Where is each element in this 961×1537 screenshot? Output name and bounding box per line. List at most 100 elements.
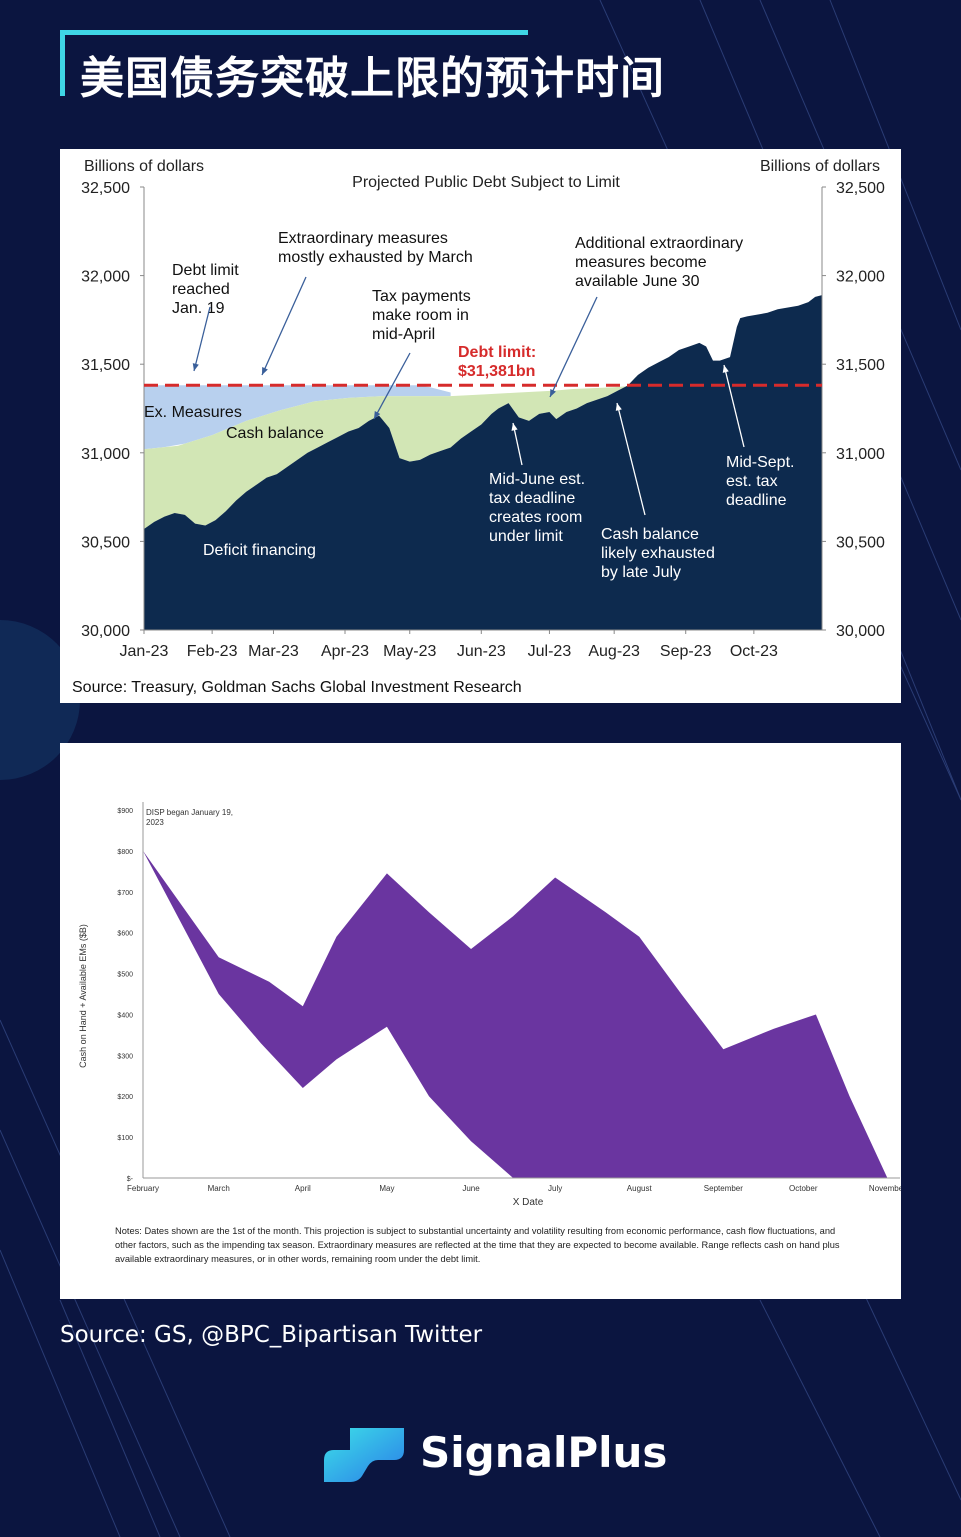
x-tick-label: November bbox=[869, 1184, 901, 1193]
y-axis-label-left: Billions of dollars bbox=[84, 158, 204, 175]
annotation-arrowhead bbox=[262, 367, 268, 375]
x-tick-label: Feb-23 bbox=[187, 643, 238, 660]
annotation-text: Debt limit reached Jan. 19 bbox=[172, 262, 239, 317]
y-tick-label-right: 31,500 bbox=[836, 357, 885, 374]
annotation-arrow bbox=[616, 402, 646, 516]
cash-range-chart: $- $100 $200 $300 $400 $500 $600 $700 $800 $900 Fe… bbox=[78, 802, 906, 1264]
x-tick-label: July bbox=[548, 1184, 562, 1193]
background-line bbox=[0, 1249, 121, 1537]
annotation-text: Mid-June est. tax deadline creates room und… bbox=[489, 471, 585, 545]
y-tick-label-right: 32,000 bbox=[836, 269, 885, 286]
cash-range-area bbox=[143, 850, 888, 1178]
x-tick-label: April bbox=[295, 1184, 311, 1193]
annotation-arrow bbox=[261, 276, 307, 376]
y-tick-label-left: 31,000 bbox=[81, 446, 130, 463]
y-tick-label: $- bbox=[127, 1176, 134, 1183]
brand-logo: SignalPlus bbox=[322, 1420, 667, 1490]
chart-notes-line: available extraordinary measures, or in … bbox=[115, 1254, 480, 1264]
annotation-arrow bbox=[549, 296, 598, 398]
y-axis-label: Cash on Hand + Available EMs ($B) bbox=[78, 924, 88, 1068]
annotation-text-line: reached bbox=[172, 281, 230, 298]
x-tick-label: February bbox=[127, 1184, 159, 1193]
y-tick-label-right: 31,000 bbox=[836, 446, 885, 463]
annotation-text-line: Debt limit bbox=[172, 262, 239, 279]
y-tick-label-right: 32,500 bbox=[836, 180, 885, 197]
cash-range-chart-panel: $- $100 $200 $300 $400 $500 $600 $700 $800 $900 Fe… bbox=[60, 743, 906, 1299]
annotation-text: Mid-Sept. est. tax deadline bbox=[726, 454, 794, 509]
background-line bbox=[759, 1299, 881, 1537]
title-accent-bar bbox=[60, 30, 528, 35]
background-line bbox=[59, 1299, 161, 1537]
annotation-text-line: tax deadline bbox=[489, 490, 575, 507]
series-label-ex-measures: Ex. Measures bbox=[144, 404, 242, 421]
y-tick-label-left: 31,500 bbox=[81, 357, 130, 374]
annotation-text-line: creates room bbox=[489, 509, 582, 526]
cash-balance-area bbox=[144, 374, 642, 529]
debt-limit-label-line: $31,381bn bbox=[458, 363, 535, 380]
chart-notes: Notes: Dates shown are the 1st of the mo… bbox=[115, 1226, 840, 1264]
annotation-text-line: available June 30 bbox=[575, 273, 700, 290]
signalplus-logo-icon bbox=[324, 1428, 404, 1482]
annotation-arrowhead bbox=[374, 411, 381, 419]
annotation-text-line: Mid-Sept. bbox=[726, 454, 794, 471]
background-glow bbox=[0, 620, 80, 780]
series-label-deficit-financing: Deficit financing bbox=[203, 542, 316, 559]
annotation-arrowhead bbox=[550, 389, 556, 397]
annotation-text-line: likely exhausted bbox=[601, 545, 715, 562]
annotation-text-line: measures become bbox=[575, 254, 707, 271]
debt-limit-label-line: Debt limit: bbox=[458, 344, 536, 361]
debt-limit-chart-panel: 30,000 30,000 30,500 30,500 31,000 31,000 31,5… bbox=[60, 149, 901, 703]
background-line bbox=[0, 1129, 181, 1537]
x-tick-label: June bbox=[462, 1184, 480, 1193]
y-tick-label: $100 bbox=[117, 1135, 133, 1142]
series-label-cash-balance: Cash balance bbox=[226, 425, 324, 442]
y-tick-label: $300 bbox=[117, 1053, 133, 1060]
x-tick-label: Jan-23 bbox=[120, 643, 169, 660]
y-tick-label: $400 bbox=[117, 1012, 133, 1019]
annotation-text-line: Additional extraordinary bbox=[575, 235, 743, 252]
disp-annotation: DISP began January 19, 2023 bbox=[146, 808, 233, 827]
annotation-text-line: deadline bbox=[726, 492, 787, 509]
annotation-text-line: mostly exhausted by March bbox=[278, 249, 473, 266]
x-tick-label: October bbox=[789, 1184, 818, 1193]
x-tick-label: May bbox=[379, 1184, 394, 1193]
disp-annotation-line: DISP began January 19, bbox=[146, 808, 233, 817]
chart-title: Projected Public Debt Subject to Limit bbox=[352, 174, 620, 191]
brand-name: SignalPlus bbox=[420, 1428, 668, 1477]
x-axis-label: X Date bbox=[513, 1197, 544, 1208]
x-tick-label: Jun-23 bbox=[457, 643, 506, 660]
disp-annotation-line: 2023 bbox=[146, 818, 164, 827]
y-tick-label: $500 bbox=[117, 972, 133, 979]
page-title: 美国债务突破上限的预计时间 bbox=[80, 53, 665, 104]
annotation-arrowhead bbox=[722, 365, 729, 373]
title-accent-bar bbox=[60, 30, 65, 96]
annotation-text-line: Tax payments bbox=[372, 288, 471, 305]
y-axis-label-right: Billions of dollars bbox=[760, 158, 880, 175]
annotation-text: Tax payments make room in mid-April bbox=[372, 288, 471, 343]
x-tick-label: August bbox=[627, 1184, 653, 1193]
annotation-arrowhead bbox=[511, 423, 518, 431]
annotation-text: Extraordinary measures mostly exhausted b… bbox=[278, 230, 473, 266]
debt-limit-chart: 30,000 30,000 30,500 30,500 31,000 31,000 31,5… bbox=[72, 158, 885, 696]
annotation-text: Additional extraordinary measures become a… bbox=[575, 235, 743, 290]
y-tick-label: $200 bbox=[117, 1094, 133, 1101]
y-tick-label-left: 30,000 bbox=[81, 623, 130, 640]
x-tick-label: Aug-23 bbox=[588, 643, 640, 660]
debt-limit-label: Debt limit: $31,381bn bbox=[458, 344, 536, 380]
y-tick-label-right: 30,000 bbox=[836, 623, 885, 640]
annotation-text-line: est. tax bbox=[726, 473, 778, 490]
y-tick-label: $800 bbox=[117, 849, 133, 856]
x-tick-label: Apr-23 bbox=[321, 643, 369, 660]
x-tick-label: Oct-23 bbox=[730, 643, 778, 660]
annotation-text-line: make room in bbox=[372, 307, 469, 324]
annotation-text-line: Extraordinary measures bbox=[278, 230, 448, 247]
annotation-arrowhead bbox=[615, 403, 622, 411]
annotation-text: Cash balance likely exhausted by late July bbox=[601, 526, 715, 581]
annotation-arrow bbox=[193, 306, 211, 372]
x-tick-label: Sep-23 bbox=[660, 643, 712, 660]
x-tick-label: September bbox=[704, 1184, 743, 1193]
x-tick-label: March bbox=[208, 1184, 230, 1193]
y-tick-label-left: 32,500 bbox=[81, 180, 130, 197]
annotation-text-line: Mid-June est. bbox=[489, 471, 585, 488]
